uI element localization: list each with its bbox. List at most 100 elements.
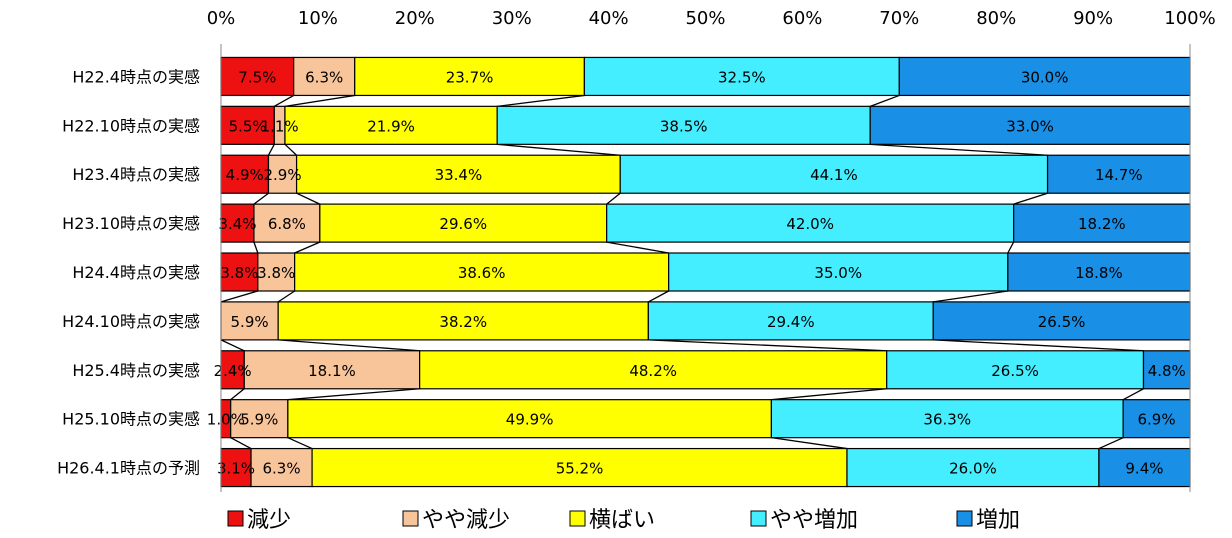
category-label: H22.10時点の実感 xyxy=(62,116,200,135)
data-label: 33.4% xyxy=(435,166,483,184)
data-label: 2.9% xyxy=(263,166,301,184)
data-label: 4.9% xyxy=(226,166,264,184)
series-line xyxy=(277,290,296,303)
series-line xyxy=(497,143,621,156)
bar-segment xyxy=(419,350,888,390)
series-line xyxy=(1013,192,1048,205)
series-line xyxy=(267,144,275,156)
x-tick-label: 10% xyxy=(298,8,338,29)
bar-segment xyxy=(869,105,1191,145)
data-label: 32.5% xyxy=(718,68,766,86)
bar-segment xyxy=(311,447,848,488)
x-tick-label: 30% xyxy=(492,8,532,29)
category-label: H25.4時点の実感 xyxy=(72,361,200,380)
data-label: 38.5% xyxy=(660,117,708,135)
series-line xyxy=(1098,437,1124,450)
series-line xyxy=(606,241,669,254)
data-label: 44.1% xyxy=(810,166,858,184)
bar-segment xyxy=(294,252,670,292)
data-label: 38.6% xyxy=(458,264,506,282)
series-line xyxy=(253,241,259,254)
data-label: 4.8% xyxy=(1148,362,1186,380)
series-line xyxy=(648,290,669,303)
data-label: 35.0% xyxy=(814,264,862,282)
data-label: 33.0% xyxy=(1006,117,1054,135)
category-label: H24.10時点の実感 xyxy=(62,312,200,331)
data-label: 3.1% xyxy=(217,460,255,478)
data-label: 26.5% xyxy=(1038,313,1086,331)
bar-segment xyxy=(319,203,608,243)
category-label: H25.10時点の実感 xyxy=(62,410,200,429)
data-label: 36.3% xyxy=(923,411,971,429)
legend-label: やや減少 xyxy=(422,508,510,533)
bar-segment xyxy=(606,203,1015,243)
series-line xyxy=(284,143,298,156)
data-label: 3.4% xyxy=(218,215,256,233)
data-label: 29.4% xyxy=(767,313,815,331)
legend-label: 増加 xyxy=(976,508,1020,533)
legend-swatch xyxy=(402,510,419,527)
legend-swatch xyxy=(227,510,244,527)
bar-segment xyxy=(293,56,356,97)
bar-segment xyxy=(295,154,621,194)
series-line xyxy=(230,388,245,401)
data-label: 2.4% xyxy=(214,362,252,380)
bar-segment xyxy=(267,154,298,194)
data-label: 18.2% xyxy=(1078,215,1126,233)
bar-segment xyxy=(220,203,255,243)
series-line xyxy=(278,339,420,352)
data-label: 38.2% xyxy=(439,313,487,331)
bar-segment xyxy=(354,56,585,97)
bar-segment xyxy=(284,105,498,145)
bar-segment xyxy=(1013,203,1191,243)
data-label: 14.7% xyxy=(1095,166,1143,184)
series-line xyxy=(771,437,848,450)
data-label: 26.5% xyxy=(991,362,1039,380)
legend-label: やや増加 xyxy=(770,508,858,533)
series-line xyxy=(284,94,355,107)
data-label: 7.5% xyxy=(238,68,276,86)
series-line xyxy=(220,339,245,352)
data-label: 49.9% xyxy=(506,411,554,429)
bar-segment xyxy=(846,447,1100,488)
legend-swatch xyxy=(569,510,586,527)
data-label: 1.0% xyxy=(207,411,245,429)
x-tick-label: 40% xyxy=(589,8,629,29)
x-tick-label: 0% xyxy=(207,8,236,29)
x-tick-label: 80% xyxy=(976,8,1016,29)
data-label: 29.6% xyxy=(439,215,487,233)
series-line xyxy=(230,437,252,450)
bar-segment xyxy=(886,350,1145,390)
bar-segment xyxy=(496,105,871,145)
series-line xyxy=(497,94,585,107)
series-line xyxy=(648,339,887,352)
series-line xyxy=(870,94,900,107)
bar-segment xyxy=(1142,350,1191,390)
data-label: 18.1% xyxy=(308,362,356,380)
x-tick-label: 100% xyxy=(1164,8,1215,29)
x-tick-label: 50% xyxy=(685,8,725,29)
bar-segment xyxy=(932,301,1191,341)
category-label: H23.4時点の実感 xyxy=(72,165,200,184)
series-line xyxy=(870,143,1048,156)
bar-segment xyxy=(253,203,321,243)
bar-segment xyxy=(230,399,289,439)
data-label: 6.3% xyxy=(305,68,343,86)
bar-segment xyxy=(287,399,772,439)
series-line xyxy=(1122,388,1144,401)
data-label: 5.9% xyxy=(231,313,269,331)
bar-segment xyxy=(277,301,649,341)
data-label: 18.8% xyxy=(1075,264,1123,282)
series-line xyxy=(606,192,621,205)
bar-segment xyxy=(220,447,252,488)
series-line xyxy=(771,388,887,401)
series-line xyxy=(933,290,1008,303)
data-label: 6.3% xyxy=(263,460,301,478)
data-label: 5.5% xyxy=(229,117,267,135)
category-label: H23.10時点の実感 xyxy=(62,214,200,233)
data-label: 1.1% xyxy=(261,117,299,135)
data-label: 3.8% xyxy=(220,264,258,282)
bar-segment xyxy=(619,154,1049,194)
series-line xyxy=(220,290,259,303)
